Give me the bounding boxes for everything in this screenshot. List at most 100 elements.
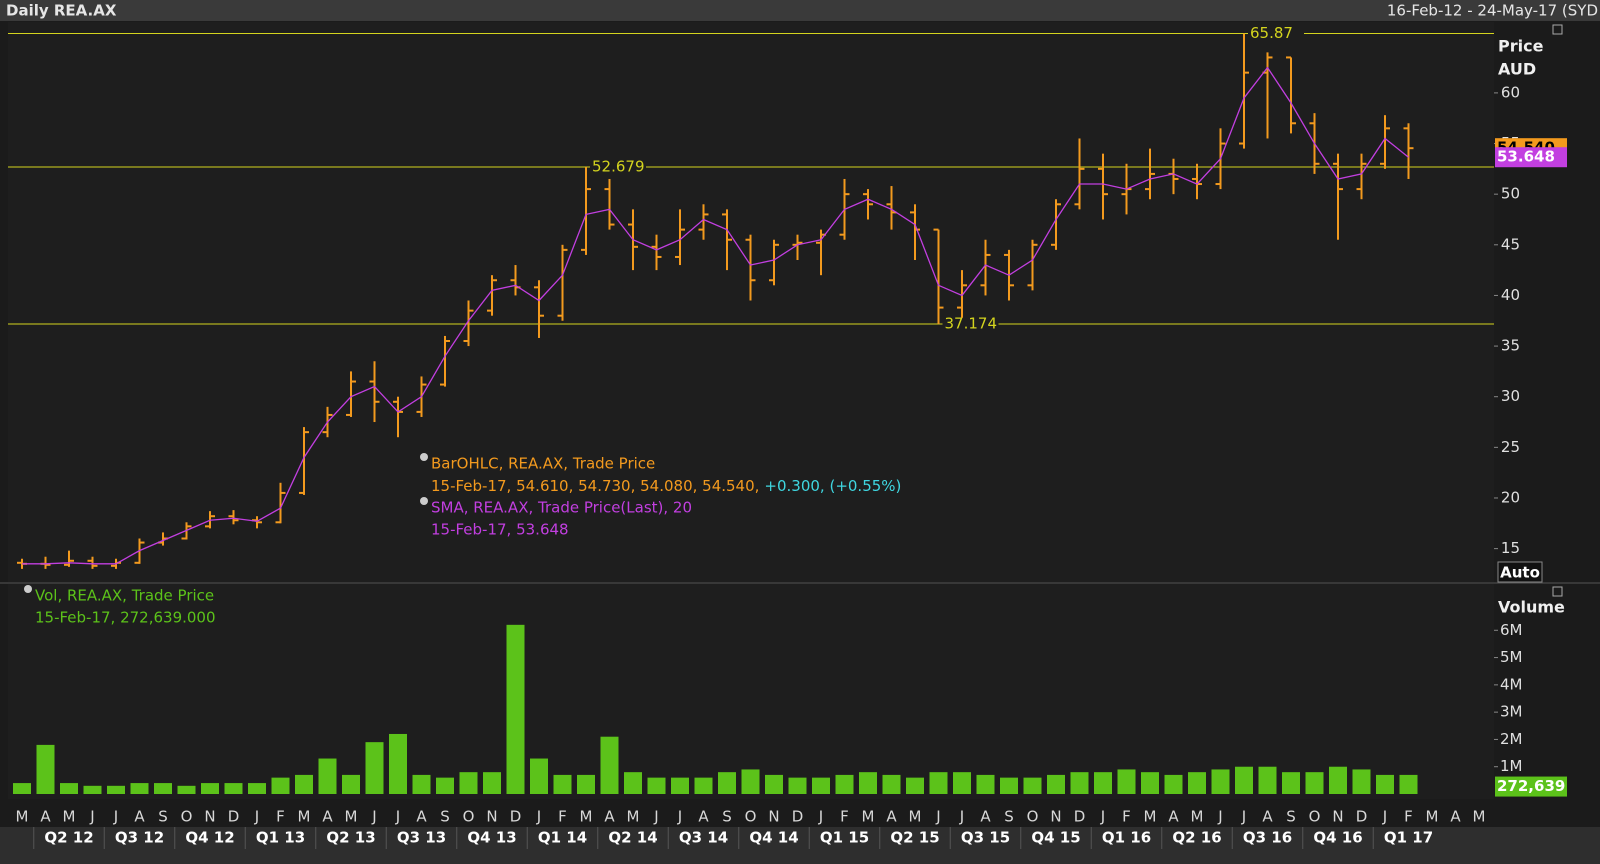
month-label: F xyxy=(1122,808,1131,826)
level-label-bg xyxy=(1248,24,1304,43)
month-label: N xyxy=(486,808,497,826)
volume-bar xyxy=(882,774,901,794)
volume-bar xyxy=(1047,774,1065,794)
month-label: J xyxy=(371,808,376,826)
volume-bar xyxy=(389,733,407,794)
month-label: A xyxy=(40,808,51,826)
legend-detail: 15-Feb-17, 272,639.000 xyxy=(35,609,216,627)
month-label: A xyxy=(604,808,615,826)
legend-change: +0.300, (+0.55%) xyxy=(764,477,901,495)
last-value-label: 53.648 xyxy=(1497,148,1555,166)
volume-bar xyxy=(600,736,619,794)
volume-bar xyxy=(13,783,31,794)
volume-bar xyxy=(177,785,196,794)
y-tick-label: 15 xyxy=(1501,539,1520,557)
month-row xyxy=(0,805,1600,827)
month-label: J xyxy=(113,808,118,826)
last-value-tag xyxy=(1495,776,1567,797)
chart-title: Daily REA.AX xyxy=(6,2,117,20)
volume-bar xyxy=(1094,772,1112,794)
month-label: M xyxy=(345,808,358,826)
scale-button-label[interactable]: Auto xyxy=(1500,564,1540,582)
volume-bar xyxy=(365,742,384,794)
volume-bar xyxy=(1399,774,1418,794)
volume-bar xyxy=(483,772,501,794)
axis-title: Price xyxy=(1498,37,1544,56)
volume-bar xyxy=(1282,772,1300,794)
month-label: D xyxy=(792,808,804,826)
date-range: 16-Feb-12 - 24-May-17 (SYD xyxy=(1387,2,1598,20)
month-label: A xyxy=(322,808,333,826)
month-label: A xyxy=(1450,808,1461,826)
month-label: F xyxy=(276,808,285,826)
month-label: A xyxy=(416,808,427,826)
y-tick-label: 5M xyxy=(1500,648,1523,666)
quarter-label: Q1 16 xyxy=(1102,829,1151,847)
month-label: O xyxy=(1027,808,1039,826)
month-label: J xyxy=(1217,808,1222,826)
volume-bar xyxy=(976,774,995,794)
volume-bar xyxy=(36,744,55,794)
volume-bar xyxy=(765,774,783,794)
volume-bar xyxy=(412,774,431,794)
month-label: D xyxy=(1074,808,1086,826)
volume-bar xyxy=(1329,766,1347,794)
y-tick-label: 40 xyxy=(1501,286,1520,304)
month-label: A xyxy=(980,808,991,826)
volume-panel xyxy=(8,584,1494,799)
month-label: O xyxy=(1309,808,1321,826)
panel-icon[interactable] xyxy=(1552,24,1563,35)
legend-detail: 15-Feb-17, 53.648 xyxy=(431,521,569,539)
y-tick-label: 3M xyxy=(1500,703,1523,721)
last-value-label: 272,639 xyxy=(1497,777,1565,795)
y-tick-label: 30 xyxy=(1501,387,1520,405)
y-tick-label: 2M xyxy=(1500,730,1523,748)
panel-icon[interactable] xyxy=(1552,586,1563,597)
quarter-label: Q1 15 xyxy=(820,829,869,847)
volume-bar xyxy=(694,777,713,794)
volume-bar xyxy=(1164,774,1183,794)
volume-bar xyxy=(154,783,172,794)
legend-icon xyxy=(420,453,428,461)
month-label: M xyxy=(63,808,76,826)
volume-bar xyxy=(577,774,595,794)
volume-bar xyxy=(342,774,360,794)
volume-bar xyxy=(835,774,854,794)
volume-bar xyxy=(1141,772,1159,794)
month-label: N xyxy=(768,808,779,826)
month-label: J xyxy=(959,808,964,826)
scale-button[interactable] xyxy=(1497,561,1543,583)
price-panel xyxy=(8,22,1494,582)
axis-title: AUD xyxy=(1498,60,1536,79)
volume-bar xyxy=(318,758,337,794)
month-label: M xyxy=(1144,808,1157,826)
quarter-label: Q2 13 xyxy=(326,829,375,847)
quarter-label: Q4 13 xyxy=(467,829,516,847)
month-label: J xyxy=(395,808,400,826)
volume-bar xyxy=(741,769,760,794)
volume-bar xyxy=(1235,766,1253,794)
quarter-label: Q4 14 xyxy=(749,829,798,847)
legend-icon xyxy=(24,585,32,593)
y-tick-label: 6M xyxy=(1500,621,1523,639)
volume-bar xyxy=(201,783,219,794)
volume-bar xyxy=(1211,769,1230,794)
month-label: D xyxy=(228,808,240,826)
month-label: F xyxy=(840,808,849,826)
month-label: J xyxy=(1100,808,1105,826)
volume-bar xyxy=(1188,772,1206,794)
month-label: A xyxy=(1262,808,1273,826)
month-label: M xyxy=(862,808,875,826)
quarter-label: Q2 16 xyxy=(1172,829,1221,847)
volume-bar xyxy=(812,777,830,794)
y-tick-label: 20 xyxy=(1501,488,1520,506)
month-label: S xyxy=(1286,808,1296,826)
volume-bar xyxy=(60,783,78,794)
y-tick-label: 35 xyxy=(1501,337,1520,355)
month-label: S xyxy=(158,808,168,826)
month-label: J xyxy=(89,808,94,826)
month-label: A xyxy=(1168,808,1179,826)
